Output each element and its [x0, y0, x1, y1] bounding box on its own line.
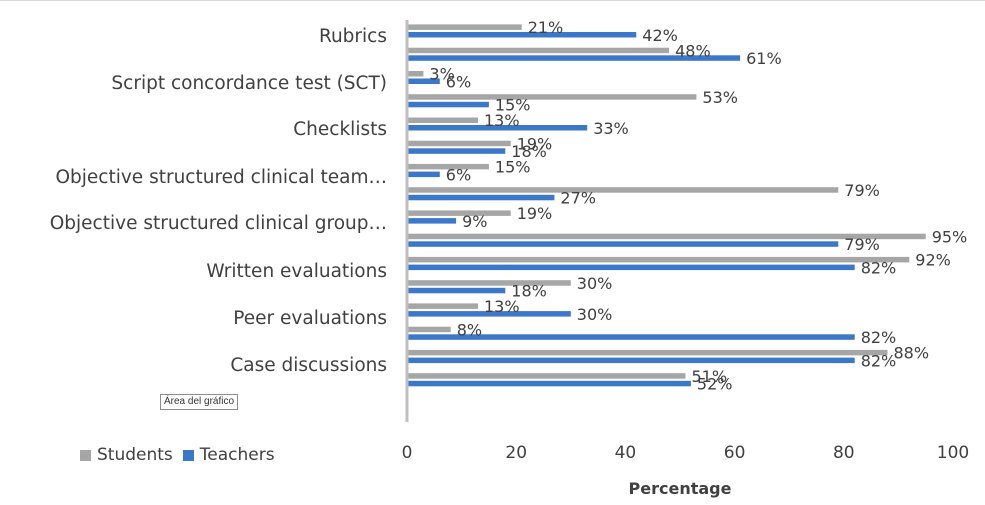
bar-students-5	[407, 117, 478, 123]
value-label-students-5: 13%	[484, 111, 520, 130]
category-label-4: Objective structured clinical team…	[55, 167, 387, 188]
top-border	[0, 0, 985, 1]
value-label-teachers-15: 82%	[861, 351, 897, 370]
value-label-students-10: 95%	[932, 227, 968, 246]
category-label-6: Written evaluations	[206, 261, 387, 282]
legend-swatch-teachers	[182, 449, 194, 461]
value-label-students-11: 92%	[915, 251, 951, 270]
legend-label-teachers: Teachers	[199, 445, 275, 465]
category-label-8: Case discussions	[230, 355, 387, 376]
bar-teachers-13	[407, 311, 571, 317]
bars	[407, 24, 926, 387]
category-label-7: Peer evaluations	[233, 308, 387, 329]
value-label-students-8: 79%	[844, 181, 880, 200]
value-label-teachers-9: 9%	[462, 212, 487, 231]
legend-swatch-students	[80, 449, 91, 461]
value-label-students-3: 3%	[429, 65, 454, 84]
category-label-1: Rubrics	[319, 26, 387, 47]
bar-teachers-15	[407, 357, 855, 364]
bar-students-11	[407, 256, 910, 263]
value-label-students-6: 19%	[517, 134, 553, 153]
bar-teachers-3	[407, 78, 440, 84]
value-label-students-2: 48%	[675, 42, 711, 61]
legend[interactable]: Students Teachers	[80, 445, 285, 465]
value-label-students-4: 53%	[702, 88, 738, 107]
bar-students-7	[407, 163, 489, 170]
value-label-teachers-4: 15%	[495, 96, 531, 115]
bar-students-8	[407, 187, 839, 193]
value-label-students-1: 21%	[528, 18, 564, 37]
bar-teachers-4	[407, 101, 489, 108]
value-label-teachers-6: 18%	[511, 142, 547, 161]
bar-students-3	[407, 71, 424, 77]
value-label-teachers-3: 6%	[446, 72, 471, 91]
bar-teachers-16	[407, 380, 691, 387]
bar-teachers-14	[407, 334, 855, 340]
bar-teachers-7	[407, 171, 440, 178]
bar-students-2	[407, 47, 670, 54]
value-label-teachers-16: 52%	[697, 375, 733, 394]
value-labels: 21% 42%48% 61%3%6%53%15%13% 33%19%18%15%6%7…	[429, 18, 967, 393]
bar-teachers-9	[407, 218, 457, 224]
bar-teachers-1	[407, 32, 637, 38]
x-tick-label-60: 60	[724, 443, 746, 463]
bar-students-10	[407, 233, 926, 240]
x-tick-label-20: 20	[505, 443, 527, 463]
value-label-students-9: 19%	[517, 204, 553, 223]
bar-teachers-10	[407, 241, 839, 247]
value-label-students-16: 51%	[692, 367, 728, 386]
bar-teachers-2	[407, 55, 741, 61]
value-label-students-7: 15%	[495, 158, 531, 177]
x-tick-label-100: 100	[937, 443, 969, 463]
value-label-teachers-2: 61%	[746, 49, 782, 68]
value-label-teachers-1: 42%	[642, 26, 678, 45]
category-label-5: Objective structured clinical group…	[50, 213, 387, 234]
category-label-2: Script concordance test (SCT)	[111, 73, 387, 94]
bar-teachers-12	[407, 287, 506, 294]
bar-students-15	[407, 349, 888, 356]
bar-students-1	[407, 24, 522, 30]
legend-item-students[interactable]: Students	[80, 445, 173, 465]
bar-students-9	[407, 210, 511, 216]
x-tick-label-40: 40	[615, 443, 637, 463]
value-label-teachers-8: 27%	[560, 189, 596, 208]
value-label-teachers-7: 6%	[446, 165, 471, 184]
bar-students-12	[407, 280, 571, 286]
bar-students-14	[407, 326, 451, 333]
bar-students-13	[407, 303, 478, 309]
category-labels: Rubrics Script concordance test (SCT) Chec…	[50, 26, 387, 376]
value-label-teachers-14: 82%	[861, 328, 897, 347]
legend-item-teachers[interactable]: Teachers	[182, 445, 275, 465]
value-label-students-13: 13%	[484, 297, 520, 316]
x-tick-labels: 0 20 40 60 80 100	[402, 443, 970, 463]
category-label-3: Checklists	[293, 119, 387, 140]
value-label-teachers-12: 18%	[511, 282, 547, 301]
value-label-students-14: 8%	[457, 320, 482, 339]
bar-teachers-5	[407, 125, 588, 131]
value-label-teachers-10: 79%	[844, 235, 880, 254]
chart-area-tooltip: Área del gráfico	[160, 394, 239, 410]
bar-students-16	[407, 373, 686, 379]
bar-students-4	[407, 94, 697, 100]
value-label-students-15: 88%	[894, 344, 930, 363]
bar-students-6	[407, 140, 511, 147]
value-label-teachers-11: 82%	[861, 258, 897, 277]
value-label-students-12: 30%	[577, 274, 613, 293]
x-axis-title: Percentage	[629, 479, 732, 498]
bar-teachers-11	[407, 264, 855, 271]
x-tick-label-80: 80	[833, 443, 855, 463]
x-tick-label-0: 0	[402, 443, 413, 463]
bar-teachers-6	[407, 148, 506, 154]
legend-label-students: Students	[97, 445, 173, 465]
bar-teachers-8	[407, 194, 555, 201]
value-label-teachers-5: 33%	[593, 119, 629, 138]
value-label-teachers-13: 30%	[577, 305, 613, 324]
